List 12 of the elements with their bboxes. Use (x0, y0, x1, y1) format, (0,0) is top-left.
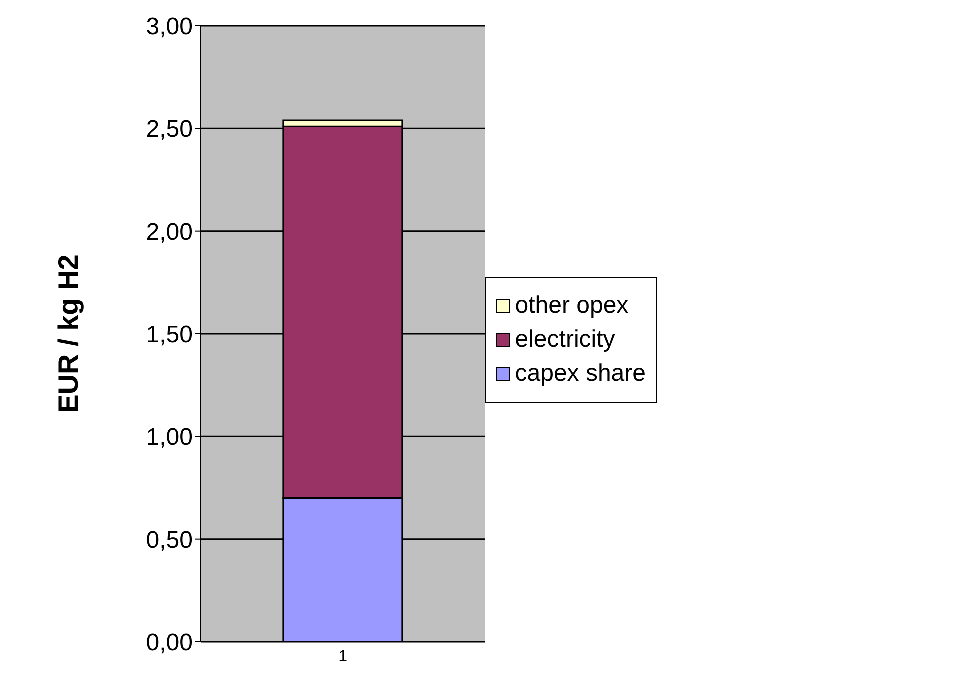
y-tick-label: 1,00 (146, 424, 193, 452)
legend-label: other opex (515, 292, 629, 320)
y-axis-title: EUR / kg H2 (52, 254, 84, 414)
y-tick-label: 0,50 (146, 526, 193, 554)
x-tick-label: 1 (338, 648, 348, 666)
legend-label: electricity (515, 326, 616, 354)
y-tick-label: 2,00 (146, 218, 193, 246)
legend-label: capex share (515, 360, 646, 388)
y-tick-label: 2,50 (146, 116, 193, 144)
y-tick-label: 3,00 (146, 14, 193, 41)
y-tick-label: 1,50 (146, 322, 193, 349)
y-tick-label: 0,00 (146, 630, 193, 657)
